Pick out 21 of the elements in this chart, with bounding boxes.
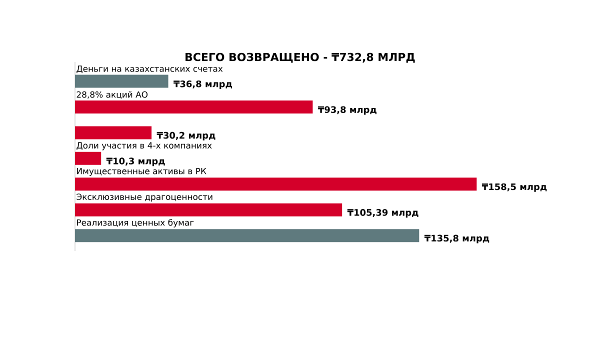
- data-label: ₸36,8 млрд: [174, 80, 232, 89]
- bar: [75, 203, 342, 216]
- bar: [75, 100, 313, 114]
- y-tick-label: Имущественные активы в РК: [77, 168, 206, 176]
- data-label: ₸30,2 млрд: [156, 132, 216, 140]
- data-label: ₸10,3 млрд: [106, 158, 165, 166]
- chart-title: ВСЕГО ВОЗВРАЩЕНО - ₸732,8 МЛРД: [186, 52, 415, 63]
- y-tick-label: Реализация ценных бумаг: [77, 219, 194, 228]
- y-tick-label: Эксклюзивные драгоценности: [76, 194, 212, 202]
- y-tick-label: Доли участия в 4-х компаниях: [76, 142, 212, 150]
- data-label: ₸158,5 млрд: [482, 183, 547, 192]
- bar: [75, 152, 102, 165]
- data-label: ₸93,8 млрд: [318, 106, 376, 115]
- bar: [75, 74, 168, 88]
- bar: [75, 229, 420, 242]
- data-label: ₸135,8 млрд: [424, 234, 490, 244]
- bar: [75, 178, 477, 191]
- y-tick-label: 28,8% акций АО: [76, 91, 148, 99]
- y-tick-label: Деньги на казахстанских счетах: [76, 66, 223, 74]
- bar: [75, 126, 152, 140]
- data-label: ₸105,39 млрд: [347, 209, 418, 218]
